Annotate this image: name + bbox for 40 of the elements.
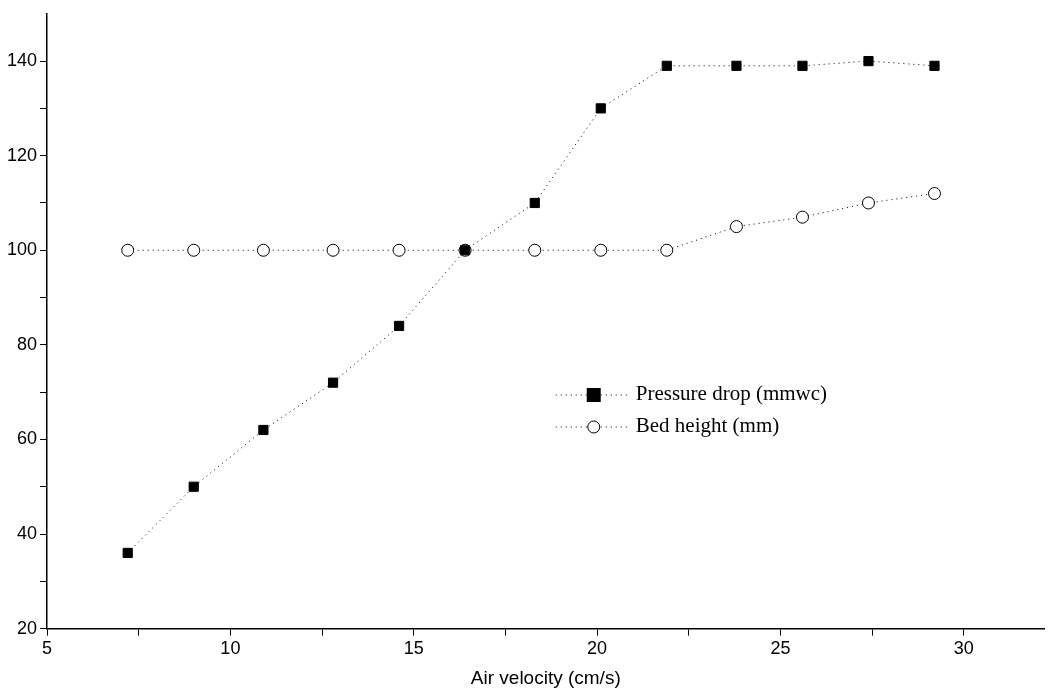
y-tick-label: 20 [17,617,38,638]
point [326,243,340,257]
point [863,56,874,67]
point [795,210,809,224]
x-tick-label: 25 [770,638,791,659]
x-tick-label: 5 [42,638,53,659]
point [929,60,940,71]
point [529,197,540,209]
point [327,377,339,388]
point [661,60,672,71]
point [256,243,270,257]
point [595,103,606,114]
point [258,424,269,436]
x-tick-label: 20 [587,638,608,659]
y-tick-label: 80 [17,333,38,354]
point [392,243,406,257]
legend-label: Pressure drop (mmwc) [635,381,828,406]
point [729,220,743,234]
point [594,243,608,257]
point [731,60,742,71]
x-axis-title: Air velocity (cm/s) [470,666,621,688]
y-tick-label: 140 [6,50,38,71]
point [188,481,199,492]
point [393,320,405,332]
legend-label: Bed height (mm) [635,413,780,438]
x-tick-label: 10 [220,638,241,659]
point [122,547,133,559]
point [121,243,135,257]
x-tick-label: 30 [953,638,974,659]
point [528,243,542,257]
y-tick-label: 60 [17,428,38,449]
y-tick-label: 100 [6,239,38,260]
point [927,187,941,201]
point [861,196,875,210]
point [797,60,808,71]
point [187,243,201,257]
y-tick-label: 120 [6,144,38,165]
point [660,243,674,257]
x-tick-label: 15 [403,638,424,659]
y-tick-label: 40 [17,522,38,543]
